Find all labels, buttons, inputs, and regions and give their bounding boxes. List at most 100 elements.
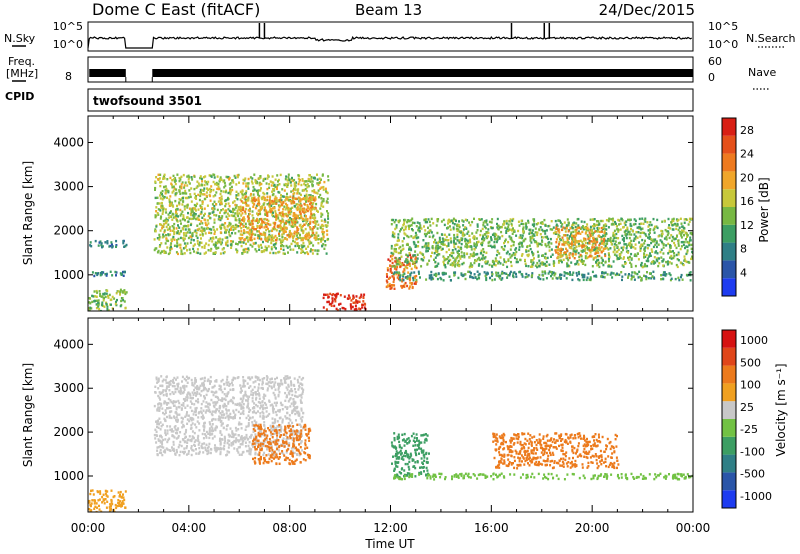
echo-region-1 — [88, 489, 127, 512]
nsky-trace — [87, 23, 693, 49]
y-tick-label-4: 4000 — [53, 135, 84, 149]
echo-region-2 — [153, 375, 305, 457]
freq-label-line1: Freq. — [8, 55, 35, 68]
colorbar-tick-1: 4 — [740, 266, 747, 279]
colorbar-tick-6: 24 — [740, 148, 754, 161]
station-title: Dome C East (fitACF) — [92, 0, 260, 19]
freq-label-line2: [MHz] — [6, 67, 38, 80]
colorbar-swatch-2 — [722, 260, 736, 279]
y-tick-label-3: 3000 — [53, 180, 84, 194]
cpid-panel-frame — [87, 88, 694, 112]
colorbar-tick-3: 12 — [740, 219, 754, 232]
echo-region-7 — [385, 253, 418, 290]
colorbar-tick-3: 100 — [740, 379, 761, 392]
nsearch-label: N.Search — [746, 32, 796, 45]
colorbar-swatch-6 — [722, 189, 736, 207]
echo-region-1 — [88, 288, 128, 311]
echo-region-5 — [239, 195, 317, 242]
colorbar-tick-7: -500 — [740, 468, 765, 481]
y-tick-label-4: 4000 — [53, 337, 84, 351]
nsky-tick-high: 10^5 — [53, 20, 83, 33]
time-axis-labels: 00:00 04:00 08:00 12:00 16:00 20:00 00:00 — [71, 521, 711, 535]
colorbar-swatch-9 — [722, 347, 736, 366]
time-tick-label-6: 20:00 — [575, 521, 610, 535]
y-tick-label-1: 1000 — [53, 469, 84, 483]
freq-tick: 8 — [65, 70, 72, 83]
cpid-value: twofsound 3501 — [93, 94, 202, 108]
colorbar-swatch-7 — [722, 171, 736, 190]
nsearch-tick-high: 10^5 — [708, 20, 738, 33]
colorbar-swatch-7 — [722, 383, 736, 402]
colorbar-swatch-1 — [722, 278, 736, 296]
y-tick-label-3: 3000 — [53, 381, 84, 395]
nsearch-tick-low: 10^0 — [708, 38, 738, 51]
colorbar-swatch-3 — [722, 454, 736, 473]
freq-trace — [89, 69, 693, 82]
colorbar-tick-5: 20 — [740, 171, 754, 184]
time-tick-label-4: 12:00 — [373, 521, 408, 535]
time-tick-label-7: 00:00 — [676, 521, 711, 535]
power-y-axis: 1000 2000 3000 4000 — [53, 135, 693, 282]
colorbar-tick-1: 1000 — [740, 334, 768, 347]
velocity-colorbar: 1000 500 100 25 -25 -100 -500 -1000 — [721, 329, 772, 509]
colorbar-swatch-8 — [722, 365, 736, 384]
echo-region-4 — [390, 432, 430, 479]
echo-region-3 — [89, 239, 128, 249]
power-colorbar-label: Power [dB] — [757, 177, 771, 242]
y-tick-label-2: 2000 — [53, 425, 84, 439]
nsky-tick-low: 10^0 — [53, 38, 83, 51]
time-tick-label-1: 00:00 — [71, 521, 106, 535]
colorbar-tick-2: 8 — [740, 243, 747, 256]
colorbar-swatch-4 — [722, 224, 736, 243]
y-tick-label-2: 2000 — [53, 224, 84, 238]
echo-region-2 — [91, 270, 126, 278]
echo-region-5 — [393, 472, 693, 481]
echo-region-6 — [322, 292, 367, 311]
time-tick-label-2: 04:00 — [172, 521, 207, 535]
colorbar-swatch-10 — [722, 118, 736, 136]
nave-tick-high: 60 — [708, 55, 722, 68]
velocity-x-ticks — [87, 318, 694, 512]
colorbar-tick-8: -1000 — [740, 490, 772, 503]
colorbar-tick-4: 25 — [740, 401, 754, 414]
y-tick-label-1: 1000 — [53, 268, 84, 282]
time-tick-label-5: 16:00 — [474, 521, 509, 535]
colorbar-tick-2: 500 — [740, 356, 761, 369]
colorbar-tick-7: 28 — [740, 124, 754, 137]
velocity-heatmap — [88, 375, 693, 512]
nave-label: Nave — [748, 66, 776, 79]
colorbar-swatch-9 — [722, 135, 736, 154]
colorbar-tick-4: 16 — [740, 195, 754, 208]
colorbar-swatch-5 — [722, 207, 736, 225]
x-axis-label: Time UT — [364, 537, 415, 551]
nsky-label: N.Sky — [4, 32, 36, 45]
time-tick-label-3: 08:00 — [272, 521, 307, 535]
colorbar-swatch-1 — [722, 490, 736, 508]
colorbar-swatch-6 — [722, 401, 736, 419]
power-y-axis-label: Slant Range [km] — [21, 161, 35, 265]
velocity-y-axis: 1000 2000 3000 4000 — [53, 337, 693, 483]
colorbar-swatch-8 — [722, 153, 736, 172]
nave-tick-low: 0 — [708, 71, 715, 84]
colorbar-swatch-4 — [722, 436, 736, 455]
power-panel-frame — [87, 115, 694, 312]
power-x-ticks — [87, 116, 694, 311]
beam-label: Beam 13 — [355, 1, 422, 19]
colorbar-swatch-3 — [722, 242, 736, 261]
echo-region-6 — [492, 432, 620, 470]
colorbar-tick-6: -100 — [740, 445, 765, 458]
echo-region-3 — [251, 423, 312, 466]
power-heatmap — [88, 173, 693, 311]
date-label: 24/Dec/2015 — [599, 1, 695, 19]
velocity-colorbar-label: Velocity [m s⁻¹] — [774, 363, 788, 456]
colorbar-swatch-5 — [722, 419, 736, 437]
echo-region-9 — [390, 217, 693, 269]
colorbar-tick-5: -25 — [740, 423, 758, 436]
echo-region-8 — [392, 270, 692, 282]
velocity-y-axis-label: Slant Range [km] — [21, 363, 35, 467]
colorbar-swatch-10 — [722, 330, 736, 348]
cpid-label: CPID — [5, 90, 34, 103]
colorbar-swatch-2 — [722, 472, 736, 491]
nsky-panel-frame — [87, 21, 694, 52]
